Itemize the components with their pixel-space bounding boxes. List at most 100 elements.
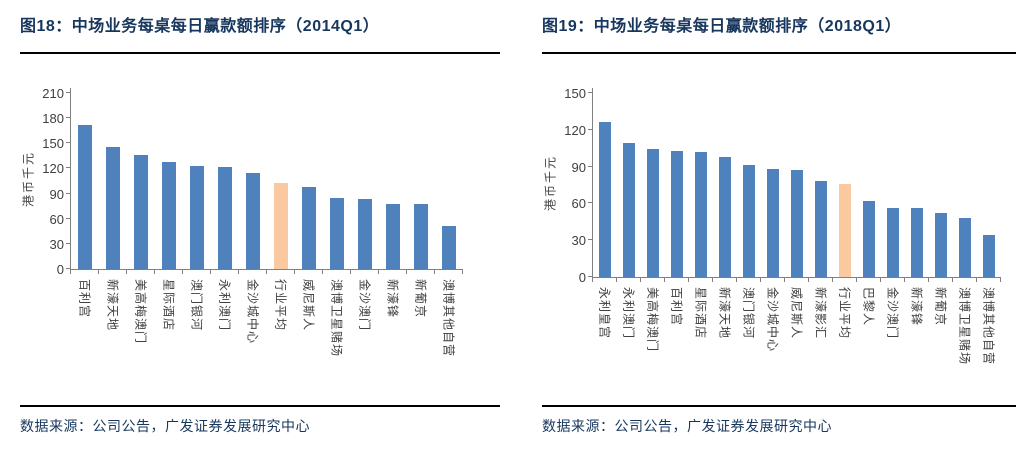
bar-column [713, 156, 737, 277]
figure-18-title: 图18：中场业务每桌每日赢款额排序（2014Q1） [20, 18, 380, 35]
x-label-cell: 新葡京 [929, 282, 953, 392]
source-note: 数据来源：公司公告，广发证券发展研究中心 [542, 418, 832, 434]
bar [623, 143, 635, 277]
source-note: 数据来源：公司公告，广发证券发展研究中心 [20, 418, 310, 434]
y-tick-label: 90 [571, 159, 586, 175]
industry-average-bar [274, 182, 288, 269]
bar [414, 204, 428, 269]
y-tick-label: 30 [49, 236, 64, 252]
category-label: 新濠影汇 [813, 287, 828, 340]
category-label: 澳博其他自营 [981, 287, 996, 366]
x-axis-ticks [592, 278, 1001, 282]
bar-column [929, 213, 953, 277]
x-label-cell: 澳博其他自营 [977, 282, 1001, 392]
y-axis: 0 30 60 90 120 150 180 210 [36, 86, 70, 277]
x-label-cell: 永利澳门 [617, 282, 641, 392]
bar-column [737, 165, 761, 277]
x-label-cell: 金沙城中心 [761, 282, 785, 392]
y-tick-label: 150 [564, 86, 586, 101]
title-divider [20, 52, 500, 54]
bars [71, 88, 463, 269]
bar [190, 165, 204, 269]
x-label-cell: 星际酒店 [689, 282, 713, 392]
x-label-cell: 行业平均 [833, 282, 857, 392]
plot-wrap: 永利皇宫 永利澳门 美高梅澳门 百利宫 星际酒店 新濠天地 澳门银河 金沙城中心 威尼斯人 新濠影… [588, 88, 1001, 392]
bar-column [351, 199, 379, 269]
bar [386, 203, 400, 269]
x-label-cell: 澳门银河 [737, 282, 761, 392]
category-label: 巴黎人 [861, 287, 876, 327]
bar-column [857, 200, 881, 277]
category-label: 永利澳门 [217, 279, 232, 332]
category-label: 百利宫 [669, 287, 684, 327]
bar-column [665, 150, 689, 277]
x-label-cell: 百利宫 [71, 274, 99, 384]
x-label-cell: 澳博卫星赌场 [323, 274, 351, 384]
bar [815, 181, 827, 277]
y-tick-label: 210 [42, 86, 64, 101]
category-label: 新濠锋 [909, 287, 924, 327]
bar [246, 173, 260, 269]
bar-column [295, 186, 323, 269]
bar-column [239, 173, 267, 269]
y-tick-mark [588, 202, 592, 204]
bar-column [833, 183, 857, 277]
y-axis: 0 30 60 90 120 150 [558, 86, 592, 285]
bar-column [617, 143, 641, 277]
x-axis-labels: 永利皇宫 永利澳门 美高梅澳门 百利宫 星际酒店 新濠天地 澳门银河 金沙城中心 威尼斯人 新濠影… [593, 282, 1001, 392]
bar [935, 213, 947, 277]
x-label-cell: 美高梅澳门 [127, 274, 155, 384]
x-label-cell: 新濠天地 [99, 274, 127, 384]
bar [358, 199, 372, 269]
x-label-cell: 澳门银河 [183, 274, 211, 384]
bar-column [977, 235, 1001, 277]
bar-column [379, 203, 407, 269]
y-tick-mark [66, 192, 70, 194]
y-tick-label: 90 [49, 186, 64, 202]
category-label: 澳门银河 [741, 287, 756, 340]
x-label-cell: 新濠锋 [379, 274, 407, 384]
x-label-cell: 百利宫 [665, 282, 689, 392]
bar [911, 208, 923, 277]
bar-column [183, 165, 211, 269]
x-label-cell: 威尼斯人 [785, 282, 809, 392]
y-tick-label: 120 [564, 122, 586, 138]
bar [983, 235, 995, 277]
bar [302, 186, 316, 269]
bar [442, 226, 456, 269]
y-tick-mark [588, 128, 592, 130]
bar-column [689, 151, 713, 277]
category-label: 金沙澳门 [885, 287, 900, 340]
bar-column [761, 169, 785, 277]
category-label: 星际酒店 [693, 287, 708, 340]
y-axis-title: 港币千元 [21, 151, 36, 208]
y-tick-mark [588, 239, 592, 241]
x-label-cell: 威尼斯人 [295, 274, 323, 384]
x-label-cell: 澳博其他自营 [435, 274, 463, 384]
bar-column [127, 155, 155, 269]
bar-column [593, 122, 617, 277]
bar [863, 200, 875, 277]
category-label: 新濠天地 [105, 279, 120, 332]
category-label: 行业平均 [837, 287, 852, 340]
x-label-cell: 永利皇宫 [593, 282, 617, 392]
bar-column [435, 226, 463, 269]
x-label-cell: 行业平均 [267, 274, 295, 384]
y-tick-label: 120 [42, 161, 64, 177]
bar [106, 146, 120, 269]
source-divider [542, 405, 1016, 407]
y-tick-label: 60 [49, 211, 64, 227]
bar [743, 165, 755, 277]
category-label: 澳博卫星赌场 [329, 279, 344, 358]
industry-average-bar [839, 183, 851, 277]
figure-18-panel: 图18：中场业务每桌每日赢款额排序（2014Q1） 港币千元 0 30 60 90 12… [20, 18, 500, 434]
figure-19-title: 图19：中场业务每桌每日赢款额排序（2018Q1） [542, 18, 902, 35]
category-label: 金沙城中心 [765, 287, 780, 353]
bar [695, 151, 707, 277]
figure-19-chart: 港币千元 0 30 60 90 120 150 永利皇宫 永利澳门 美高梅澳门 百利宫 星际酒店新… [542, 86, 1016, 392]
figure-19-footer: 数据来源：公司公告，广发证券发展研究中心 [542, 405, 1016, 436]
bar-column [905, 208, 929, 277]
bar [134, 155, 148, 269]
bar-column [267, 182, 295, 269]
